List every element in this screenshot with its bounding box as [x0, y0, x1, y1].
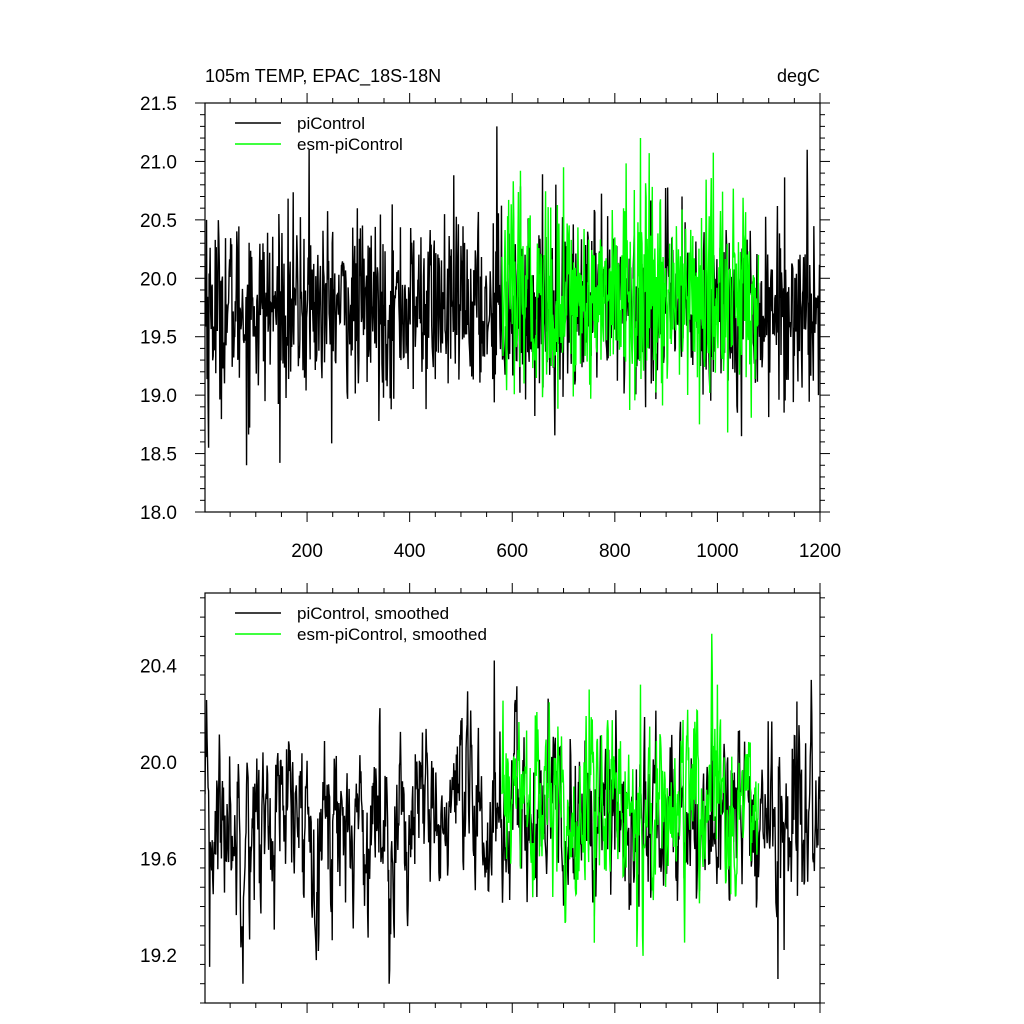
x-tick-label: 1000 [696, 541, 738, 562]
y-tick-label: 18.0 [140, 503, 177, 524]
x-tick-label: 200 [291, 541, 323, 562]
y-tick-label: 21.0 [140, 152, 177, 173]
series-line-esm-picontrol [501, 138, 760, 433]
y-tick-label: 20.5 [140, 211, 177, 232]
x-tick-label: 600 [496, 541, 528, 562]
chart-panel-2: 19.2 19.6 20.0 20.4 piControl, smoothed esm-p… [140, 583, 825, 1013]
x-tick-label: 1200 [799, 541, 841, 562]
legend-label-1: piControl [297, 114, 365, 133]
y-tick-label: 18.5 [140, 445, 177, 466]
series-line-picontrol [205, 660, 820, 984]
y-tick-label: 21.5 [140, 94, 177, 115]
y-tick-label: 19.6 [140, 849, 177, 870]
y-tick-label: 19.5 [140, 328, 177, 349]
y-tick-label: 20.0 [140, 753, 177, 774]
legend-label-2: esm-piControl [297, 135, 403, 154]
chart-panel-1: 200 400 600 800 1000 1200 18.0 18.5 19.0 19.5 20.0… [140, 66, 841, 562]
y-tick-label: 19.0 [140, 386, 177, 407]
legend-label-1: piControl, smoothed [297, 604, 449, 623]
x-tick-label: 400 [394, 541, 426, 562]
x-tick-label: 800 [599, 541, 631, 562]
units-label: degC [777, 66, 820, 86]
y-tick-label: 20.4 [140, 656, 177, 677]
y-tick-label: 20.0 [140, 269, 177, 290]
chart-title: 105m TEMP, EPAC_18S-18N [205, 66, 441, 87]
y-tick-label: 19.2 [140, 946, 177, 967]
series-line-esm-picontrol [501, 633, 760, 956]
legend-label-2: esm-piControl, smoothed [297, 625, 487, 644]
